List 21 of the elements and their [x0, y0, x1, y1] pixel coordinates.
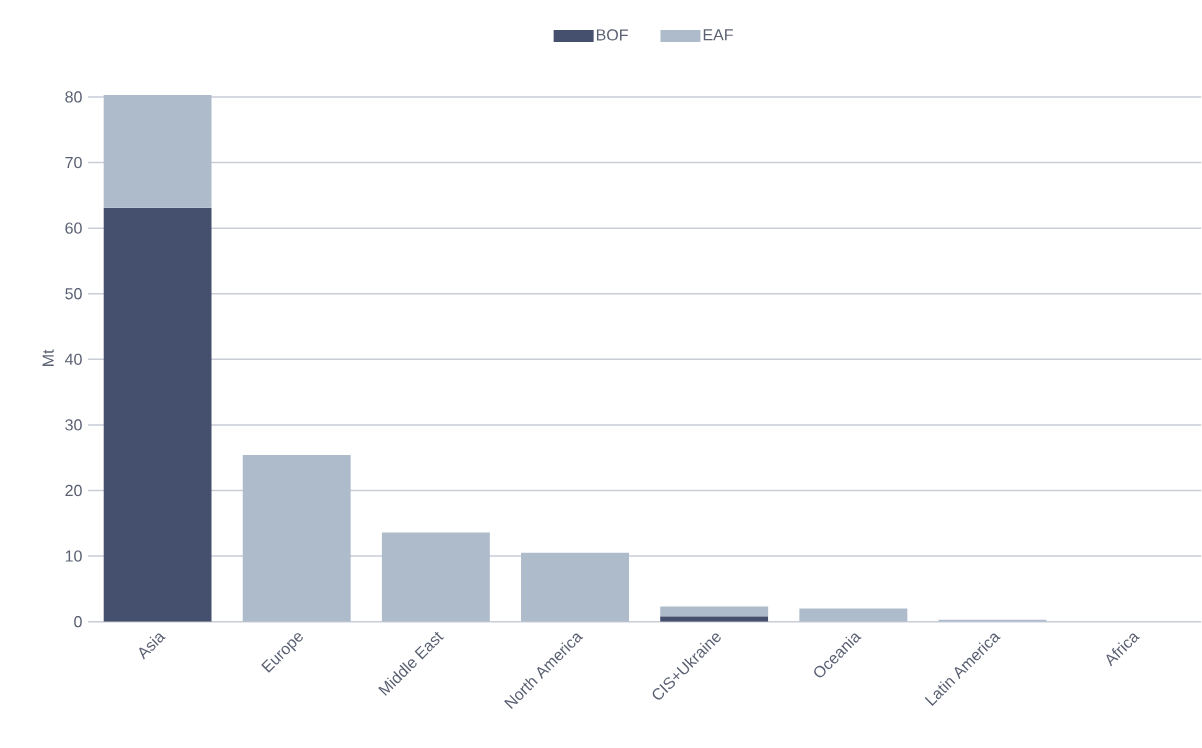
x-tick-label: Asia — [139, 633, 166, 660]
bar — [521, 553, 629, 622]
bar — [660, 606, 769, 617]
y-tick-label: 10 — [65, 550, 82, 562]
y-tick-label: 70 — [65, 157, 82, 169]
y-axis-title: Mt — [42, 349, 54, 367]
bar — [103, 95, 212, 208]
y-tick-label: 20 — [65, 485, 82, 497]
bar — [103, 207, 212, 622]
y-tick-label: 30 — [65, 419, 82, 431]
y-tick-label: 0 — [74, 616, 82, 628]
y-tick-label: 40 — [65, 353, 82, 366]
y-tick-label: 60 — [65, 222, 82, 234]
bar — [799, 608, 908, 622]
bar — [242, 455, 351, 622]
legend-label: EAF — [703, 29, 733, 41]
y-tick-label: 80 — [65, 91, 82, 103]
y-tick-label: 50 — [65, 288, 82, 300]
legend-label: BOF — [596, 29, 628, 41]
bar — [660, 616, 769, 622]
bar — [381, 532, 490, 622]
